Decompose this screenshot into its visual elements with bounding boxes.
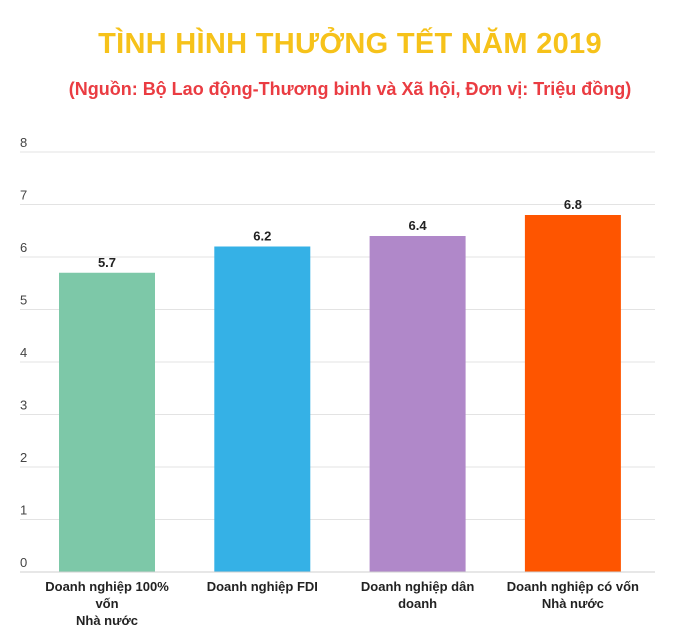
y-tick-label-8: 8 — [20, 135, 27, 150]
bar-3 — [369, 236, 466, 572]
bars — [59, 215, 621, 572]
bar-2 — [214, 246, 311, 572]
y-tick-label-5: 5 — [20, 293, 27, 308]
y-axis-ticks: 0 1 2 3 4 5 6 7 8 — [20, 135, 27, 570]
data-label-4: 6.8 — [564, 197, 582, 212]
y-tick-label-0: 0 — [20, 555, 27, 570]
data-label-3: 6.4 — [409, 218, 428, 233]
data-labels: 5.7 6.2 6.4 6.8 — [98, 197, 582, 270]
x-category-label-3: Doanh nghiệp dân doanh — [360, 579, 475, 611]
data-label-2: 6.2 — [253, 229, 271, 244]
y-tick-label-1: 1 — [20, 503, 27, 518]
x-category-label-2: Doanh nghiệp FDI — [206, 579, 318, 594]
chart-subtitle: (Nguồn: Bộ Lao động-Thương binh và Xã hộ… — [68, 79, 632, 99]
x-category-label-1: Doanh nghiệp 100% vốn Nhà nước — [45, 579, 169, 628]
chart-title: TÌNH HÌNH THƯỞNG TẾT NĂM 2019 — [98, 28, 602, 60]
y-tick-label-2: 2 — [20, 450, 27, 465]
bar-1 — [59, 272, 155, 572]
y-tick-label-7: 7 — [20, 188, 27, 203]
y-tick-label-3: 3 — [20, 398, 27, 413]
y-tick-label-6: 6 — [20, 240, 27, 255]
x-category-label-4: Doanh nghiệp có vốn Nhà nước — [506, 579, 639, 611]
data-label-1: 5.7 — [98, 255, 116, 270]
chart-page: TÌNH HÌNH THƯỞNG TẾT NĂM 2019 (Nguồn: Bộ… — [20, 28, 655, 628]
bar-4 — [524, 215, 621, 572]
bar-chart: 0 1 2 3 4 5 6 7 8 5.7 6.2 6.4 6.8 — [20, 135, 655, 573]
y-tick-label-4: 4 — [20, 345, 27, 360]
